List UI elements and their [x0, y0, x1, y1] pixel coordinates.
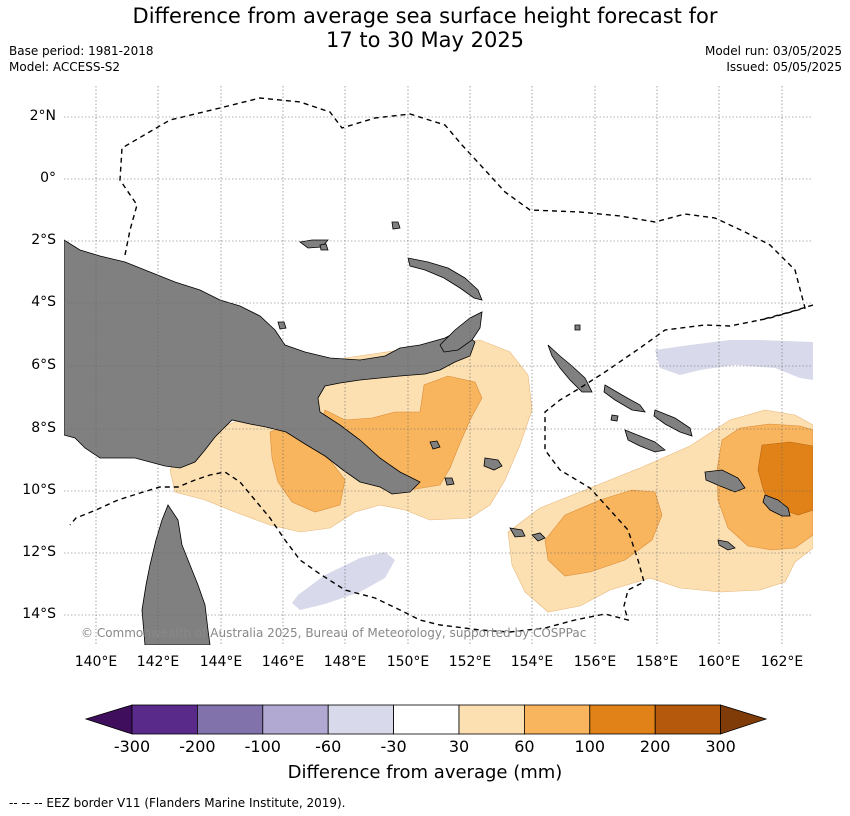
- rennell-island: [531, 532, 546, 542]
- lat-label-10s: 10°S: [22, 482, 56, 498]
- trobriand-islands: [483, 457, 503, 471]
- new-britain-island: [439, 311, 483, 353]
- eez-borders: [69, 97, 813, 633]
- lon-label-154e: 154°E: [510, 654, 554, 670]
- espiritu-santo-island: [704, 469, 746, 493]
- eez-footer-note: -- -- -- EEZ border V11 (Flanders Marine…: [9, 796, 346, 810]
- base-period: Base period: 1981-2018: [9, 44, 154, 58]
- issued-date: Issued: 05/05/2025: [726, 60, 842, 74]
- anomaly-zone-northeast-negative: [655, 340, 813, 380]
- colorbar-extend-high: [720, 704, 768, 735]
- graticule: [64, 86, 813, 645]
- new-guinea-landmass: [64, 239, 476, 495]
- lat-label-14s: 14°S: [22, 606, 56, 622]
- land-masses: [64, 221, 791, 645]
- colorbar-label-60: 60: [514, 737, 535, 756]
- meta-left: Base period: 1981-2018 Model: ACCESS-S2: [9, 43, 154, 75]
- map-title-line1: Difference from average sea surface heig…: [132, 4, 718, 28]
- colorbar-bin-6: [458, 704, 525, 735]
- lon-label-152e: 152°E: [448, 654, 492, 670]
- colorbar-label-300: 300: [705, 737, 736, 756]
- mussau-island: [391, 221, 401, 230]
- lat-label-12s: 12°S: [22, 544, 56, 560]
- small-island-1: [277, 321, 287, 330]
- malakula-island: [762, 494, 791, 517]
- colorbar-label-200: 200: [639, 737, 671, 756]
- colorbar-bin-3: [262, 704, 329, 735]
- lat-label-2s: 2°S: [31, 232, 56, 248]
- small-island-4: [610, 414, 619, 422]
- colorbar-bin-7: [524, 704, 591, 735]
- lon-label-158e: 158°E: [635, 654, 679, 670]
- lon-label-156e: 156°E: [573, 654, 617, 670]
- colorbar-title: Difference from average (mm): [287, 762, 563, 783]
- colorbar-bin-1: [131, 704, 198, 735]
- map-area: [64, 86, 813, 645]
- meta-right: Model run: 03/05/2025 Issued: 05/05/2025: [705, 43, 842, 75]
- vanuatu-south-island: [717, 539, 736, 551]
- model-run: Model run: 03/05/2025: [704, 44, 842, 58]
- cape-york-peninsula: [141, 504, 211, 645]
- lon-label-148e: 148°E: [323, 654, 367, 670]
- colorbar-label-30: 30: [448, 737, 470, 756]
- choiseul-island: [603, 384, 646, 413]
- lat-label-4s: 4°S: [31, 294, 56, 310]
- lat-label-8s: 8°S: [31, 420, 56, 436]
- anomaly-negative-zones: [292, 340, 813, 610]
- lon-label-160e: 160°E: [697, 654, 741, 670]
- colorbar-bin-9: [654, 704, 722, 735]
- map-title-line2: 17 to 30 May 2025: [325, 28, 525, 52]
- small-island-6: [319, 243, 329, 251]
- eez-png: [69, 97, 806, 633]
- colorbar-label-minus100: -100: [244, 737, 281, 756]
- colorbar-bin-4: [327, 704, 395, 735]
- colorbar-label-minus300: -300: [113, 737, 151, 756]
- lon-label-162e: 162°E: [760, 654, 804, 670]
- copyright-text: © Commonwealth of Australia 2025, Bureau…: [81, 626, 587, 640]
- anomaly-100-200-zone: [757, 441, 813, 516]
- lon-label-150e: 150°E: [386, 654, 430, 670]
- small-island-3: [444, 477, 455, 486]
- small-island-2: [429, 440, 441, 450]
- colorbar-bin-2: [196, 704, 264, 735]
- lon-label-142e: 142°E: [136, 654, 180, 670]
- colorbar-bin-8: [589, 704, 656, 735]
- lat-label-2n: 2°N: [29, 108, 56, 124]
- colorbar-bin-5: [393, 704, 460, 735]
- lon-label-140e: 140°E: [74, 654, 118, 670]
- lat-label-6s: 6°S: [31, 357, 56, 373]
- colorbar-label-minus30: -30: [380, 737, 407, 756]
- lon-label-146e: 146°E: [261, 654, 305, 670]
- bougainville-island: [547, 344, 593, 393]
- lon-label-144e: 144°E: [199, 654, 243, 670]
- colorbar-label-minus60: -60: [315, 737, 342, 756]
- guadalcanal-island: [624, 429, 666, 453]
- lat-label-0: 0°: [40, 170, 56, 186]
- model-name: Model: ACCESS-S2: [9, 60, 121, 74]
- louisiade-islands: [509, 527, 526, 538]
- colorbar: [84, 704, 768, 735]
- colorbar-label-minus200: -200: [179, 737, 216, 756]
- anomaly-zone-coral-negative: [292, 552, 395, 610]
- santa-isabel-island: [653, 409, 693, 437]
- colorbar-label-100: 100: [574, 737, 606, 756]
- colorbar-extend-low: [84, 704, 133, 735]
- new-ireland-island: [407, 257, 483, 301]
- small-island-5: [574, 324, 581, 331]
